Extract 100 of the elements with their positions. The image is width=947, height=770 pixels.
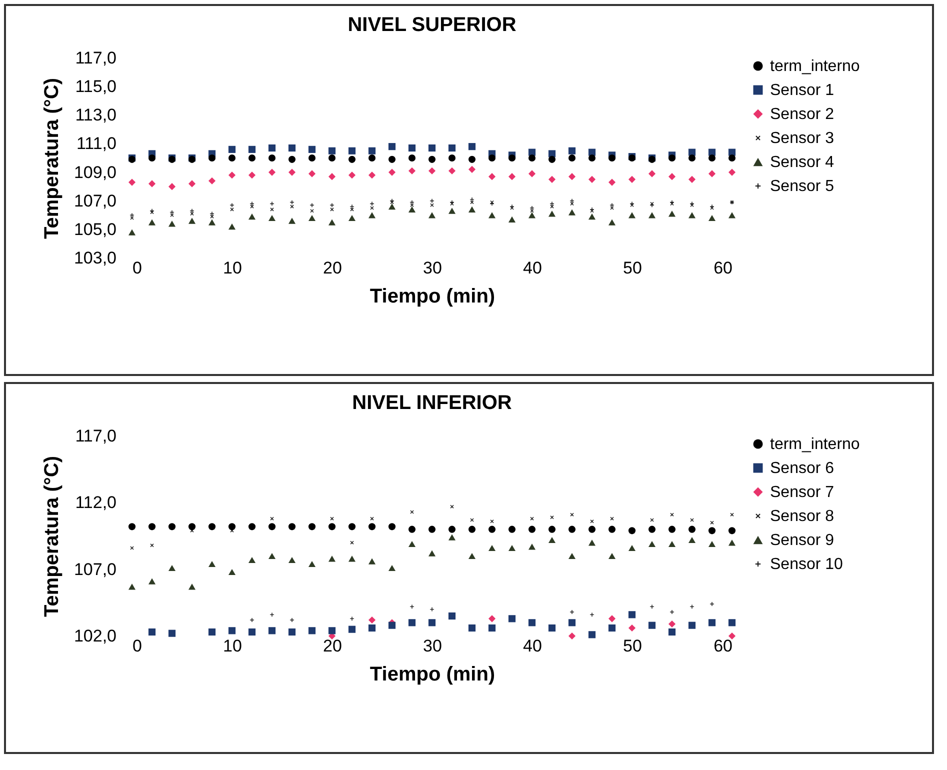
- point: [328, 556, 336, 562]
- point: [288, 168, 296, 176]
- point: [608, 624, 616, 632]
- y-axis-title: Temperatura (°C): [40, 78, 63, 239]
- y-tick-label: 109,0: [74, 162, 116, 182]
- chart-title: NIVEL SUPERIOR: [348, 14, 517, 36]
- point: [708, 170, 716, 178]
- point: [430, 203, 434, 207]
- point: [310, 209, 314, 213]
- point: [550, 202, 554, 206]
- point: [228, 224, 236, 230]
- point: [528, 619, 536, 626]
- legend-label: Sensor 10: [770, 556, 844, 573]
- point: [368, 523, 376, 530]
- point: [290, 618, 294, 622]
- point: [488, 212, 496, 218]
- point: [190, 208, 194, 213]
- point: [348, 523, 356, 530]
- point: [570, 202, 574, 206]
- point: [350, 204, 354, 209]
- point: [348, 214, 356, 222]
- point: [188, 218, 196, 224]
- point: [488, 173, 496, 180]
- point: [130, 213, 134, 218]
- point: [728, 632, 736, 640]
- point: [488, 526, 496, 533]
- point: [528, 170, 536, 178]
- point: [368, 558, 376, 564]
- point: [368, 172, 376, 179]
- point: [348, 147, 356, 154]
- chart-title: NIVEL INFERIOR: [352, 392, 512, 414]
- point: [330, 203, 334, 208]
- point: [568, 552, 576, 560]
- point: [430, 607, 434, 612]
- point: [328, 523, 336, 530]
- point: [128, 178, 136, 186]
- point: [548, 210, 556, 217]
- point: [288, 556, 296, 564]
- x-tick-label: 40: [523, 258, 542, 278]
- point: [570, 198, 574, 203]
- point: [708, 619, 716, 626]
- point: [428, 619, 436, 626]
- point: [448, 526, 456, 533]
- point: [248, 628, 256, 636]
- point: [208, 560, 216, 568]
- point: [668, 173, 676, 180]
- point: [448, 208, 456, 214]
- point: [328, 627, 336, 634]
- point: [648, 622, 656, 629]
- point: [208, 219, 216, 226]
- point: [268, 154, 276, 162]
- point: [568, 147, 576, 154]
- x-tick-label: 50: [623, 258, 642, 278]
- point: [728, 212, 736, 218]
- point: [648, 526, 656, 533]
- point: [590, 520, 594, 524]
- point: [408, 540, 416, 548]
- point: [228, 172, 236, 179]
- point: [608, 219, 616, 226]
- point: [130, 546, 134, 550]
- point: [470, 197, 474, 202]
- point: [308, 146, 316, 153]
- y-tick-label: 107,0: [74, 560, 116, 579]
- point: [370, 202, 374, 206]
- point: [148, 154, 156, 162]
- y-tick-label: 103,0: [74, 248, 116, 268]
- point: [410, 604, 414, 609]
- point: [608, 154, 616, 162]
- point: [288, 523, 296, 530]
- point: [350, 540, 354, 544]
- point: [268, 523, 276, 530]
- point: [188, 180, 196, 188]
- point: [348, 626, 356, 633]
- point: [530, 209, 534, 213]
- point: [270, 516, 274, 520]
- point: [268, 144, 276, 152]
- point: [668, 628, 676, 636]
- point: [628, 176, 636, 183]
- point: [508, 615, 516, 622]
- point: [128, 584, 136, 590]
- point: [650, 604, 654, 609]
- point: [428, 550, 436, 556]
- point: [168, 564, 176, 572]
- y-tick-label: 102,0: [74, 626, 116, 646]
- point: [728, 527, 736, 534]
- x-tick-label: 10: [223, 258, 242, 278]
- legend-label: Sensor 4: [770, 154, 834, 171]
- point: [308, 154, 316, 162]
- point: [230, 208, 234, 212]
- point: [270, 208, 274, 212]
- point: [348, 556, 356, 562]
- point: [308, 214, 316, 222]
- point: [250, 202, 254, 206]
- point: [488, 624, 496, 632]
- point: [250, 618, 254, 622]
- point: [730, 512, 734, 516]
- point: [590, 612, 594, 617]
- point: [408, 154, 416, 162]
- point: [568, 209, 576, 216]
- point: [368, 147, 376, 154]
